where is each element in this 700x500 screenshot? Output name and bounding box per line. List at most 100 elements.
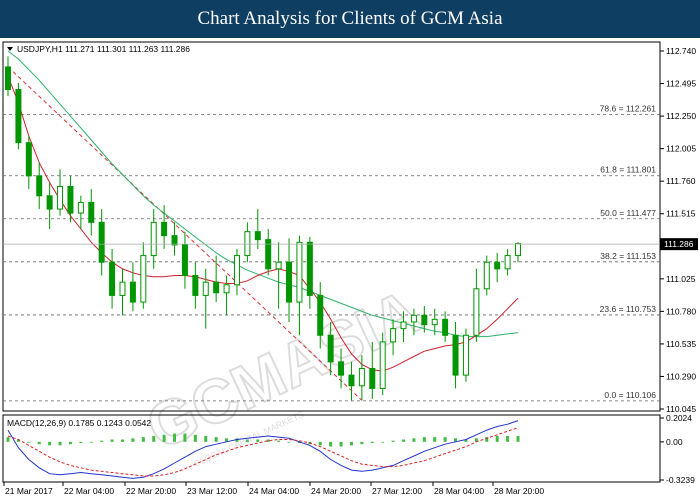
- candle: [15, 82, 22, 150]
- macd-histogram-bar: [391, 440, 395, 442]
- macd-histogram-bar: [214, 437, 218, 442]
- macd-histogram-bar: [329, 441, 333, 447]
- candle: [296, 235, 303, 336]
- candle: [98, 209, 105, 276]
- header-title: Chart Analysis for Clients of GCM Asia: [197, 8, 503, 29]
- main-pane-border: [2, 41, 661, 412]
- candle: [150, 209, 157, 269]
- macd-histogram-bar: [141, 437, 145, 442]
- candle: [442, 311, 449, 342]
- candle: [244, 222, 251, 263]
- candle: [77, 195, 84, 230]
- candle: [515, 242, 521, 263]
- macd-histogram-bar: [225, 438, 229, 442]
- candle: [348, 361, 355, 401]
- price-tick-label: 110.045: [666, 404, 696, 414]
- symbol-info: USDJPY,H1 111.271 111.301 111.263 111.28…: [17, 44, 190, 54]
- candle: [213, 255, 220, 303]
- candle: [140, 242, 147, 309]
- price-tick-label: 112.005: [666, 144, 696, 154]
- macd-histogram-bar: [266, 439, 270, 442]
- macd-histogram-bar: [89, 441, 93, 443]
- candle: [338, 348, 345, 389]
- candle: [494, 252, 501, 283]
- macd-histogram-bar: [16, 439, 20, 442]
- macd-histogram-bar: [349, 441, 353, 446]
- candle: [254, 209, 261, 249]
- price-tick-label: 111.760: [666, 176, 696, 186]
- candle: [5, 56, 11, 97]
- macd-histogram-bar: [37, 441, 41, 445]
- current-price-box: [660, 238, 698, 251]
- macd-histogram-bar: [152, 435, 156, 442]
- candle: [25, 136, 32, 190]
- macd-histogram-bar: [110, 439, 114, 442]
- macd-pane-border: [2, 414, 661, 483]
- candle: [504, 248, 511, 276]
- candle: [483, 255, 490, 296]
- candle: [46, 182, 53, 230]
- candle: [275, 242, 282, 309]
- time-axis: 21 Mar 2017 22 Mar 04:00 22 Mar 20:00 23 Ma…: [3, 482, 544, 496]
- macd-histogram-bar: [100, 440, 104, 442]
- price-tick-label: 111.025: [666, 274, 696, 284]
- current-price-marker: 111.286: [3, 238, 698, 251]
- price-tick-label: 111.515: [666, 209, 696, 219]
- candle: [265, 229, 272, 276]
- candle: [317, 282, 324, 349]
- macd-histogram-bar: [256, 439, 260, 442]
- macd-info: MACD(12,26,9) 0.1785 0.1243 0.0542: [7, 418, 151, 428]
- macd-tick-label: 0.00: [666, 437, 683, 447]
- candle: [223, 275, 230, 316]
- price-tick-label: 110.290: [666, 371, 696, 381]
- macd-histogram-bar: [339, 441, 343, 447]
- macd-histogram-bar: [173, 433, 177, 442]
- macd-histogram-bar: [464, 439, 468, 442]
- macd-histogram-bar: [433, 437, 437, 442]
- macd-histogram-bar: [402, 439, 406, 442]
- candle: [161, 205, 168, 249]
- candle: [57, 169, 64, 216]
- dropdown-triangle-icon[interactable]: [7, 47, 13, 51]
- macd-histogram-bar: [412, 438, 416, 442]
- macd-histogram-bar: [443, 437, 447, 442]
- macd-tick-label: 0.2024: [666, 413, 692, 423]
- candlesticks: [5, 56, 521, 401]
- price-tick-label: 112.740: [666, 46, 696, 56]
- macd-histogram-bar: [485, 437, 489, 442]
- macd-histogram-bar: [297, 441, 301, 444]
- time-tick-label: 21 Mar 2017: [5, 486, 53, 496]
- chart-header: Chart Analysis for Clients of GCM Asia: [0, 0, 700, 38]
- candle: [67, 175, 74, 223]
- price-tick-label: 112.495: [666, 79, 696, 89]
- macd-signal-line: [7, 427, 519, 477]
- macd-histogram-bar: [495, 435, 499, 442]
- candle: [410, 308, 417, 336]
- price-plot: [5, 50, 521, 401]
- time-tick-label: 24 Mar 20:00: [311, 486, 361, 496]
- macd-histogram-bar: [79, 441, 83, 444]
- time-tick-label: 24 Mar 04:00: [249, 486, 299, 496]
- time-tick-label: 23 Mar 12:00: [187, 486, 237, 496]
- candle: [369, 341, 376, 400]
- candle: [390, 319, 397, 356]
- price-tick-label: 110.780: [666, 306, 696, 316]
- macd-histogram-bar: [422, 437, 426, 442]
- macd-histogram-bar: [370, 441, 374, 444]
- time-tick-label: 27 Mar 12:00: [372, 486, 422, 496]
- fibonacci-levels: 78.6 = 112.261 61.8 = 111.801 50.0 = 111.4…: [3, 104, 660, 402]
- macd-histogram-bar: [245, 439, 249, 442]
- candle: [421, 306, 428, 333]
- fib-level-label: 0.0 = 110.106: [604, 390, 656, 400]
- current-price-label: 111.286: [664, 239, 694, 249]
- time-tick-label: 28 Mar 04:00: [434, 486, 484, 496]
- candle: [109, 248, 116, 309]
- chart-area[interactable]: GCMASIA GLOBAL CAPITAL MARKETS 78.6 = 11…: [0, 38, 700, 500]
- macd-histogram-bar: [183, 433, 187, 442]
- fib-level-label: 78.6 = 112.261: [600, 104, 657, 114]
- candle: [181, 231, 188, 289]
- macd-plot: [6, 420, 520, 479]
- macd-line: [7, 420, 519, 479]
- macd-histogram-bar: [474, 438, 478, 442]
- candle: [171, 222, 178, 256]
